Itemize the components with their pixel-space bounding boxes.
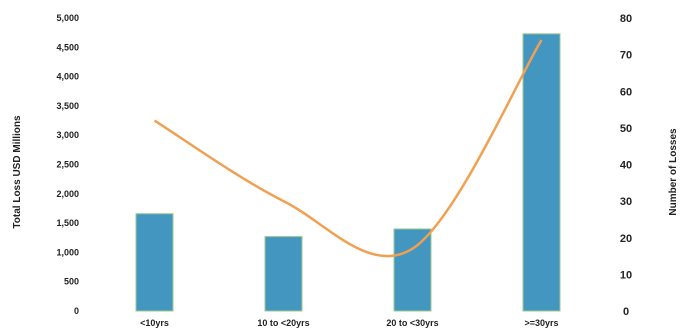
- left-y-tick-label: 500: [64, 277, 79, 287]
- x-tick-label: <10yrs: [140, 318, 169, 328]
- left-y-tick-label: 1,500: [56, 218, 79, 228]
- right-y-tick-label: 60: [620, 86, 632, 98]
- left-y-tick-label: 4,500: [56, 42, 79, 52]
- right-y-tick-label: 10: [620, 269, 632, 281]
- left-y-tick-label: 4,000: [56, 72, 79, 82]
- left-y-tick-label: 3,500: [56, 101, 79, 111]
- right-y-axis-title: Number of Losses: [668, 128, 679, 216]
- right-y-tick-label: 20: [620, 233, 632, 245]
- left-y-axis-ticks: 0 500 1,000 1,500 2,000 2,500 3,000 3,500 4,000 4…: [56, 13, 79, 316]
- right-y-tick-label: 40: [620, 160, 632, 172]
- left-y-tick-label: 2,000: [56, 189, 79, 199]
- right-y-tick-label: 80: [620, 13, 632, 25]
- x-tick-label: 20 to <30yrs: [386, 318, 438, 328]
- bar: [264, 236, 303, 312]
- right-y-tick-label: 0: [623, 306, 629, 318]
- left-y-tick-label: 3,000: [56, 130, 79, 140]
- left-y-tick-label: 0: [74, 306, 79, 316]
- bar: [135, 213, 174, 312]
- left-y-tick-label: 2,500: [56, 160, 79, 170]
- left-y-axis-title: Total Loss USD Millions: [12, 115, 23, 229]
- right-y-tick-label: 30: [620, 196, 632, 208]
- right-y-axis-ticks: 0 10 20 30 40 50 60 70 80: [620, 13, 632, 318]
- right-y-tick-label: 70: [620, 50, 632, 62]
- right-y-tick-label: 50: [620, 123, 632, 135]
- left-y-tick-label: 1,000: [56, 247, 79, 257]
- left-y-tick-label: 5,000: [56, 13, 79, 23]
- x-tick-label: >=30yrs: [524, 318, 558, 328]
- x-axis-ticks: <10yrs 10 to <20yrs 20 to <30yrs >=30yrs: [140, 318, 558, 328]
- line-series: [153, 39, 543, 258]
- bar-series: [135, 33, 561, 312]
- bar: [522, 33, 561, 312]
- bar: [393, 228, 432, 312]
- x-tick-label: 10 to <20yrs: [257, 318, 309, 328]
